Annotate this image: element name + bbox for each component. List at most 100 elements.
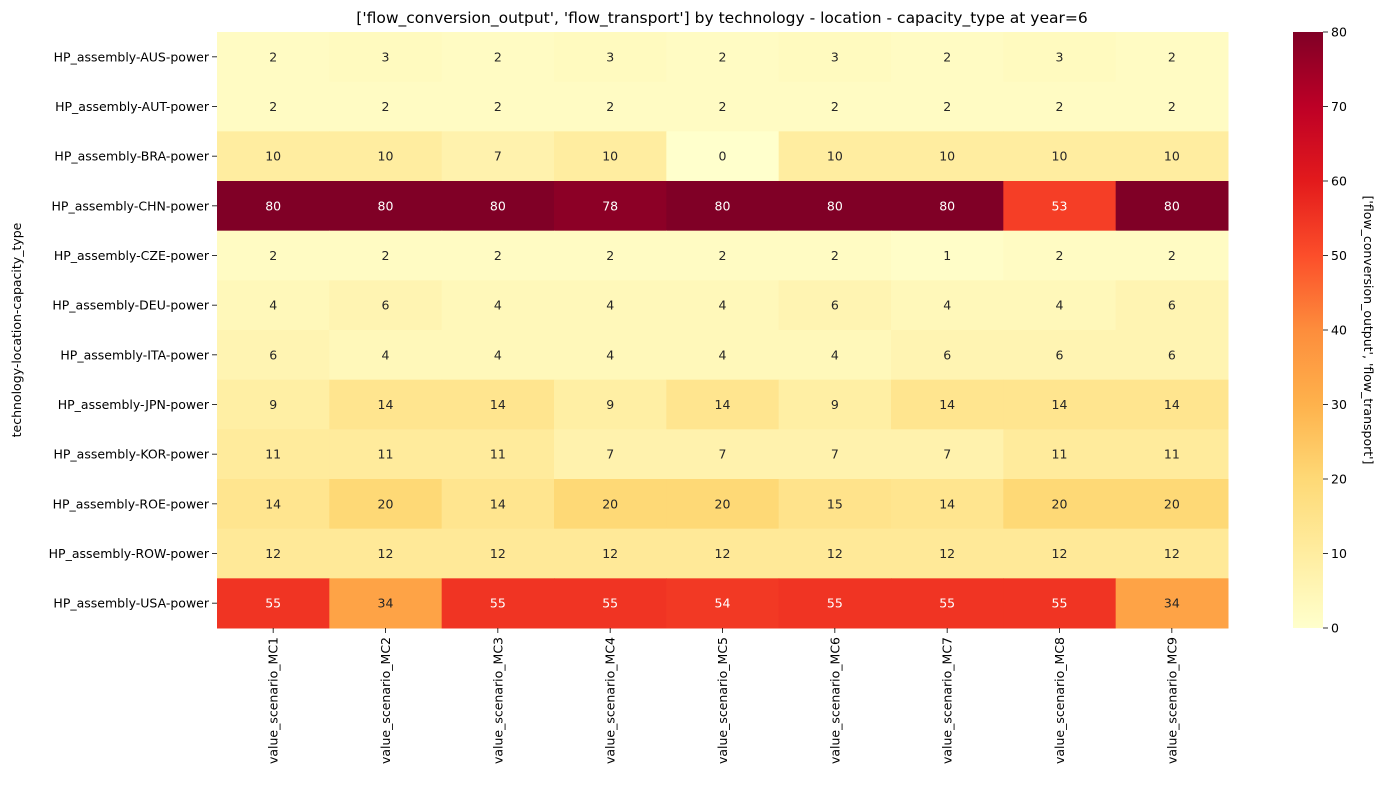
heatmap-cell	[778, 330, 892, 381]
cell-value-label: 3	[382, 49, 390, 64]
heatmap-cell	[1003, 479, 1117, 530]
cell-value-label: 12	[939, 546, 955, 561]
heatmap-cell	[778, 429, 892, 480]
heatmap-cell	[891, 479, 1004, 530]
heatmap-cell	[329, 330, 443, 381]
heatmap-cell	[217, 181, 330, 232]
cell-value-label: 10	[1164, 149, 1180, 164]
cell-value-label: 6	[382, 298, 390, 313]
y-tick-label: HP_assembly-ITA-power	[60, 347, 209, 362]
cell-value-label: 10	[939, 149, 955, 164]
cell-value-label: 2	[943, 99, 951, 114]
cell-value-label: 3	[831, 49, 839, 64]
cell-value-label: 6	[269, 347, 277, 362]
cell-value-label: 7	[606, 447, 614, 462]
heatmap-cell	[1003, 379, 1117, 430]
colorbar-tick-label: 20	[1331, 472, 1347, 487]
cell-value-label: 14	[939, 496, 955, 511]
colorbar-tick-label: 10	[1331, 546, 1347, 561]
heatmap-cell	[441, 429, 555, 480]
heatmap-cell	[666, 528, 780, 579]
cell-value-label: 12	[378, 546, 394, 561]
y-tick-label: HP_assembly-ROW-power	[49, 546, 210, 561]
heatmap-cell	[891, 429, 1004, 480]
cell-value-label: 55	[265, 596, 281, 611]
heatmap-cell	[329, 528, 443, 579]
heatmap-cell	[1115, 32, 1229, 83]
x-tick-label: value_scenario_MC8	[1052, 637, 1067, 764]
x-tick-label: value_scenario_MC1	[266, 637, 281, 764]
heatmap-cell	[441, 81, 555, 132]
cell-value-label: 2	[1168, 248, 1176, 263]
y-tick-label: HP_assembly-CZE-power	[54, 248, 210, 263]
heatmap-cell	[778, 32, 892, 83]
colorbar-tick-label: 50	[1331, 248, 1347, 263]
heatmap-cell	[778, 528, 892, 579]
heatmap-cell	[554, 230, 667, 281]
heatmap-cell	[1115, 479, 1229, 530]
cell-value-label: 2	[269, 248, 277, 263]
cell-value-label: 80	[939, 198, 955, 213]
y-tick-label: HP_assembly-USA-power	[53, 596, 209, 611]
heatmap-cell	[441, 479, 555, 530]
cell-value-label: 80	[378, 198, 394, 213]
cell-value-label: 53	[1052, 198, 1068, 213]
cell-value-label: 55	[602, 596, 618, 611]
cell-value-label: 14	[490, 496, 506, 511]
cell-value-label: 10	[602, 149, 618, 164]
colorbar-label: ['flow_conversion_output', 'flow_transpo…	[1361, 196, 1376, 465]
cell-value-label: 9	[831, 397, 839, 412]
cell-value-label: 6	[1056, 347, 1064, 362]
cell-value-label: 12	[602, 546, 618, 561]
cell-value-label: 12	[1052, 546, 1068, 561]
cell-value-label: 0	[719, 149, 727, 164]
y-tick-label: HP_assembly-CHN-power	[52, 198, 210, 213]
cell-value-label: 55	[827, 596, 843, 611]
cell-value-label: 10	[378, 149, 394, 164]
y-axis-label: technology-location-capacity_type	[9, 222, 24, 437]
colorbar-tick-label: 70	[1331, 99, 1347, 114]
heatmap-cell	[441, 330, 555, 381]
heatmap-cell	[891, 280, 1004, 331]
cell-value-label: 9	[269, 397, 277, 412]
cell-value-label: 4	[719, 298, 727, 313]
cell-value-label: 4	[494, 298, 502, 313]
heatmap-cell	[329, 131, 443, 182]
heatmap-cell	[554, 429, 667, 480]
heatmap-cell	[891, 181, 1004, 232]
heatmap-cell	[1115, 528, 1229, 579]
heatmap-cell	[217, 330, 330, 381]
heatmap-cell	[329, 479, 443, 530]
cell-value-label: 2	[382, 99, 390, 114]
x-tick-label: value_scenario_MC2	[378, 637, 393, 764]
cell-value-label: 2	[831, 248, 839, 263]
cell-value-label: 80	[715, 198, 731, 213]
cell-value-label: 2	[494, 99, 502, 114]
cell-value-label: 2	[494, 248, 502, 263]
cell-value-label: 14	[490, 397, 506, 412]
cell-value-label: 20	[715, 496, 731, 511]
heatmap-cell	[554, 578, 667, 629]
heatmap-cell	[441, 379, 555, 430]
heatmap-cell	[554, 280, 667, 331]
colorbar	[1293, 32, 1323, 628]
heatmap-cell	[554, 528, 667, 579]
cell-value-label: 6	[831, 298, 839, 313]
cell-value-label: 4	[1056, 298, 1064, 313]
heatmap-cell	[441, 230, 555, 281]
cell-value-label: 55	[490, 596, 506, 611]
cell-value-label: 2	[1168, 99, 1176, 114]
cell-value-label: 2	[494, 49, 502, 64]
cell-value-label: 3	[1056, 49, 1064, 64]
heatmap-cell	[554, 32, 667, 83]
heatmap-cell	[329, 181, 443, 232]
cell-value-label: 11	[378, 447, 394, 462]
heatmap-cell	[554, 181, 667, 232]
cell-value-label: 4	[719, 347, 727, 362]
cell-value-label: 14	[265, 496, 281, 511]
heatmap-cell	[666, 81, 780, 132]
x-tick-label: value_scenario_MC9	[1164, 637, 1179, 764]
heatmap-cell	[666, 131, 780, 182]
heatmap-cell	[217, 578, 330, 629]
